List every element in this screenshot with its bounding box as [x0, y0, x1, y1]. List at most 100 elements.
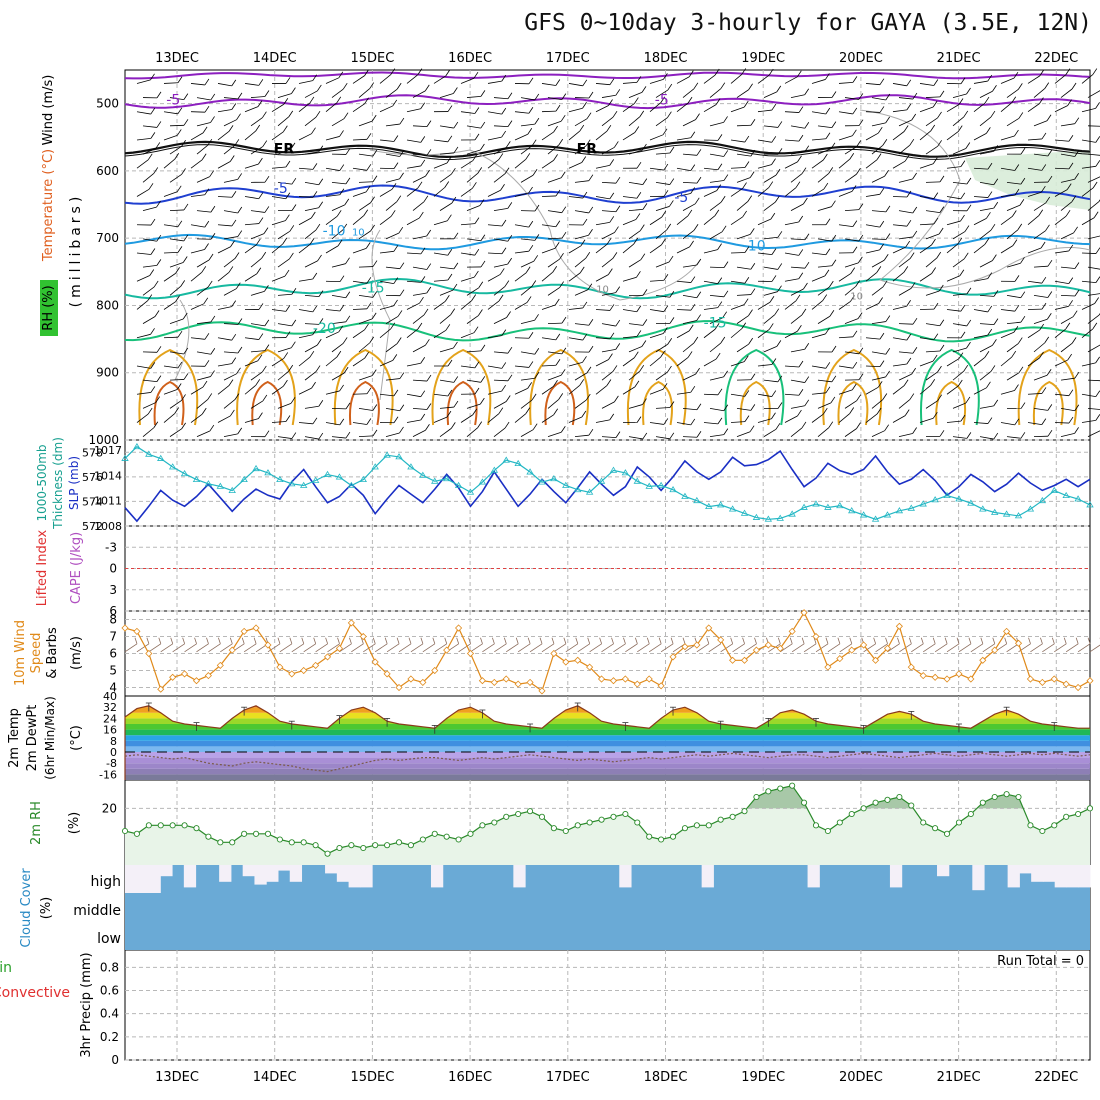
wind-barb-flag — [343, 366, 349, 374]
wind-barb — [655, 89, 669, 98]
wind-barb — [190, 224, 205, 228]
low-level-isotherm-inner — [348, 380, 380, 426]
wind-barb-flag — [1014, 384, 1019, 391]
wind-barb-flag — [399, 372, 405, 379]
wind-barb — [1087, 125, 1100, 127]
wind-barb-flag — [339, 188, 345, 195]
wind-barb-flag — [257, 100, 263, 107]
wind-barb — [433, 300, 446, 310]
wind-barb — [541, 364, 557, 367]
wind-barb — [190, 272, 203, 282]
wind-barb — [682, 181, 698, 184]
wind-barb — [892, 196, 908, 198]
surface-wind-barb-flag — [134, 637, 138, 644]
wind-barb — [304, 294, 319, 298]
wind-speed-point — [192, 677, 201, 685]
surface-wind-barb-flag — [575, 637, 579, 644]
surface-wind-barb-flag — [146, 637, 150, 644]
wind-barb — [277, 148, 292, 155]
wind-barb-flag — [450, 308, 456, 315]
wind-barb-flag — [552, 266, 558, 273]
wind-barb — [217, 272, 230, 282]
surface-wind-barb — [434, 643, 447, 653]
wind-barb-flag — [177, 246, 183, 253]
wind-barb — [574, 180, 589, 183]
low-level-isotherm-inner — [1032, 380, 1064, 426]
wind-barb-flag — [885, 205, 891, 213]
wind-barb — [1027, 138, 1042, 141]
wind-barb-flag — [555, 104, 561, 112]
wind-barb-flag — [1020, 432, 1026, 439]
wind-barb — [1027, 215, 1039, 226]
wind-barb-flag — [801, 308, 807, 316]
wind-barb — [1060, 343, 1073, 353]
wind-barb-flag — [582, 79, 588, 87]
rh-point — [407, 842, 414, 849]
wind-barb — [358, 435, 374, 438]
wind-barb-flag — [582, 333, 588, 341]
wind-barb-flag — [1011, 96, 1017, 103]
wind-barb — [817, 148, 832, 155]
rh-point — [491, 819, 498, 826]
wind-barb-flag — [585, 251, 591, 259]
wind-barb-flag — [831, 200, 836, 207]
wind-barb — [790, 203, 804, 211]
wind-speed-point — [383, 670, 391, 678]
wind-barb-flag — [343, 112, 349, 119]
cloud-high-gap — [513, 865, 526, 888]
surface-wind-barb — [637, 643, 650, 653]
wind-barb — [757, 364, 772, 367]
wind-barb — [277, 402, 292, 409]
wind-barb — [271, 309, 286, 312]
wind-barb-flag — [642, 143, 647, 151]
wind-barb — [973, 80, 988, 84]
cloud-high-gap — [889, 865, 903, 888]
wind-barb-flag — [661, 238, 666, 246]
wind-barb — [277, 293, 292, 296]
wind-barb-flag — [669, 401, 675, 408]
wind-barb-flag — [474, 248, 480, 256]
wind-barb-flag — [315, 110, 321, 118]
wind-barb — [1060, 316, 1074, 324]
wind-barb-flag — [749, 425, 755, 432]
wind-barb-flag — [366, 418, 372, 425]
wind-barb — [655, 343, 668, 353]
wind-barb — [568, 196, 583, 199]
wind-barb — [628, 149, 643, 155]
wind-barb — [946, 358, 960, 367]
rh-point — [443, 833, 450, 840]
wind-barb — [601, 292, 616, 296]
wind-barb — [892, 224, 907, 227]
wind-barb-flag — [720, 82, 726, 89]
rh-point — [252, 830, 260, 837]
wind-barb — [703, 215, 716, 226]
wind-barb — [487, 136, 502, 141]
rh-point — [121, 827, 129, 835]
wind-barb — [385, 123, 400, 127]
wind-barb — [919, 130, 931, 141]
wind-barb — [514, 413, 527, 423]
wind-barb-flag — [285, 192, 291, 199]
surface-wind-barb — [1089, 644, 1100, 653]
wind-barb — [1081, 252, 1097, 254]
rh-contour — [859, 109, 1091, 289]
wind-barb — [487, 80, 502, 84]
wind-speed-point — [609, 677, 618, 685]
wind-barb-flag — [181, 140, 186, 147]
wind-barb-flag — [1046, 313, 1052, 320]
slp-point — [1002, 510, 1011, 517]
wind-barb-flag — [771, 390, 777, 397]
wind-speed-point — [955, 670, 963, 678]
wind-barb-flag — [453, 400, 459, 408]
wind-barb — [784, 76, 798, 84]
wind-barb — [1027, 280, 1042, 284]
slp-point — [585, 488, 594, 495]
wind-barb-flag — [290, 142, 296, 150]
temp-tick-label: 24 — [103, 712, 117, 725]
wind-barb — [196, 176, 210, 183]
wind-barb — [703, 74, 716, 84]
wind-barb-flag — [721, 225, 727, 233]
wind-barb — [601, 436, 616, 439]
wind-barb-flag — [209, 170, 215, 177]
wind-barb-flag — [1095, 102, 1100, 109]
